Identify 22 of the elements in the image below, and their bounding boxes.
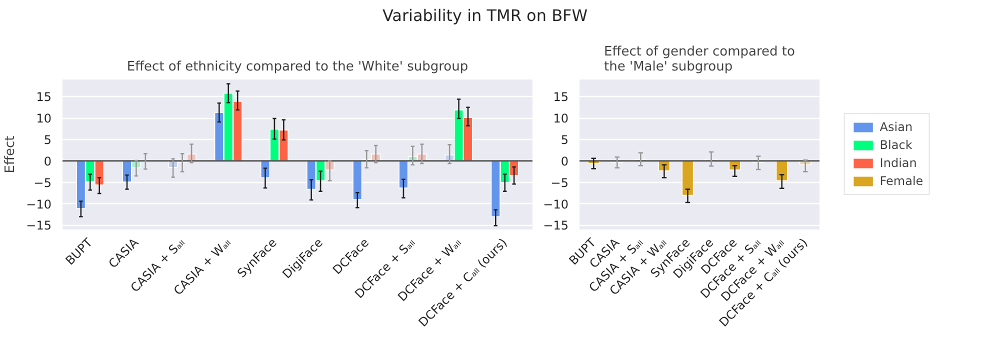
y-tick-label: 0 [44,154,52,168]
chart-title: Effect of ethnicity compared to the 'White' subgroup [126,60,468,74]
text: Variability in TMR on BFW [382,5,588,27]
legend-label: Black [880,138,912,152]
y-tick-label: −15 [543,218,569,233]
y-tick-label: −5 [34,176,52,190]
y-tick-label: −10 [26,197,52,212]
y-tick-label: −10 [543,197,569,212]
y-tick-label: 5 [560,133,569,147]
y-axis-title: Effect [3,136,18,174]
y-tick-label: 15 [36,90,52,104]
chart-title: Effect of gender compared to the 'Male' subgroup [604,44,795,74]
y-tick-label: 0 [560,154,569,168]
y-tick-label: 10 [553,112,569,126]
y-tick-label: 5 [44,133,52,147]
legend-label: Asian [880,120,913,134]
y-tick-label: −5 [550,176,569,190]
legend-label: Indian [880,156,917,170]
y-tick-label: −15 [26,218,52,233]
y-tick-label: 10 [36,112,52,126]
legend-label: Female [880,174,924,188]
y-tick-label: 15 [553,90,569,104]
